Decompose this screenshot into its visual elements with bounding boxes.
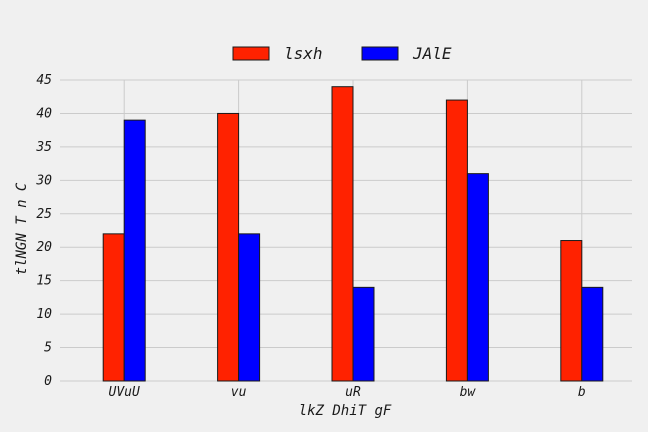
legend: lsxh JAlE bbox=[232, 44, 452, 63]
y-axis-label: tlNGN T n C bbox=[14, 182, 30, 275]
y-tick-label: 40 bbox=[36, 106, 52, 121]
bar-series1-vu bbox=[217, 112, 240, 382]
x-axis-label: lkZ DhiT gF bbox=[299, 403, 392, 419]
x-tick-labels: UVuU vu uR bw b bbox=[109, 385, 586, 400]
bar-series2-uR bbox=[352, 286, 375, 382]
y-tick-label: 45 bbox=[36, 73, 52, 88]
y-tick-label: 30 bbox=[35, 173, 52, 188]
bar-series1-uR bbox=[331, 86, 354, 382]
bar-series2-b bbox=[581, 286, 604, 382]
y-tick-label: 0 bbox=[44, 374, 52, 389]
y-tick-label: 10 bbox=[36, 307, 52, 322]
bar-series1-UVuU bbox=[102, 233, 125, 382]
x-tick-label: uR bbox=[345, 385, 361, 400]
bar-series2-bw bbox=[466, 173, 489, 382]
y-tick-label: 15 bbox=[36, 274, 52, 289]
bar-series2-UVuU bbox=[123, 119, 146, 382]
x-tick-label: UVuU bbox=[109, 385, 140, 400]
y-tick-labels: 0 5 10 15 20 25 30 35 40 45 bbox=[35, 73, 52, 389]
legend-label: JAlE bbox=[412, 44, 452, 63]
y-tick-label: 5 bbox=[44, 341, 52, 356]
legend-swatch bbox=[232, 46, 270, 61]
y-tick-label: 25 bbox=[36, 207, 52, 222]
bar-series1-b bbox=[560, 240, 583, 382]
bar-series1-bw bbox=[445, 99, 468, 382]
legend-swatch bbox=[361, 46, 399, 61]
bars bbox=[102, 86, 604, 382]
y-tick-label: 20 bbox=[36, 240, 52, 255]
x-tick-label: b bbox=[578, 385, 586, 400]
y-tick-label: 35 bbox=[35, 140, 52, 155]
legend-label: lsxh bbox=[284, 44, 323, 63]
x-tick-label: vu bbox=[231, 385, 247, 400]
bar-series2-vu bbox=[238, 233, 261, 382]
x-tick-label: bw bbox=[460, 385, 477, 400]
